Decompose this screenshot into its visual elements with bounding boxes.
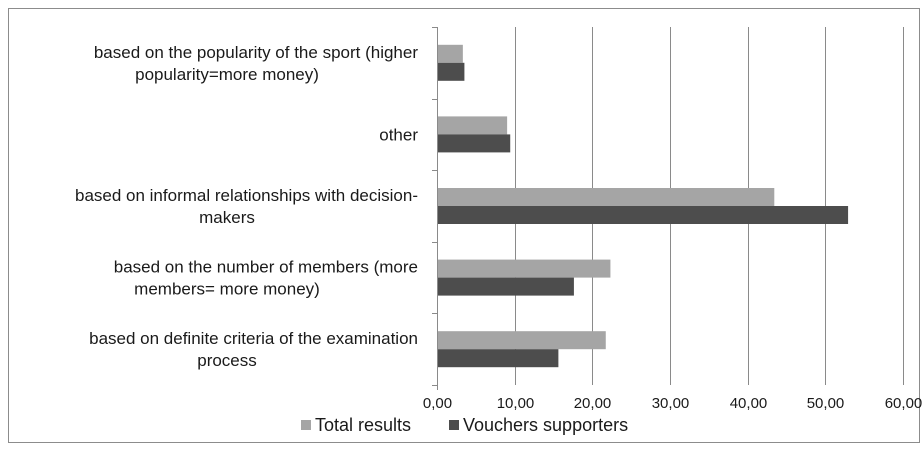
legend-swatch (301, 420, 311, 430)
category-label: based on informal relationships with dec… (75, 186, 418, 205)
x-tick-label: 0,00 (423, 395, 452, 412)
x-tick-label: 30,00 (652, 395, 690, 412)
category-label: other (379, 125, 418, 144)
category-labels: based on the popularity of the sport (hi… (75, 43, 418, 370)
chart-border (8, 8, 920, 443)
bar-vouchers-supporters (438, 349, 559, 368)
category-label: popularity=more money) (135, 65, 319, 84)
bar-vouchers-supporters (438, 277, 574, 296)
legend-label: Total results (315, 415, 411, 435)
x-tick-label: 20,00 (574, 395, 612, 412)
category-label: makers (199, 208, 255, 227)
bar-total-results (438, 331, 606, 350)
bars (438, 44, 849, 368)
category-label: based on the popularity of the sport (hi… (94, 43, 418, 62)
bar-vouchers-supporters (438, 134, 511, 153)
legend-label: Vouchers supporters (463, 415, 628, 435)
axes (432, 27, 438, 390)
category-label: based on definite criteria of the examin… (89, 329, 418, 348)
legend-swatch (449, 420, 459, 430)
x-tick-label: 60,00 (885, 395, 922, 412)
x-tick-labels: 0,00 10,00 20,00 30,00 40,00 50,00 60,00 (423, 395, 922, 412)
bar-total-results (438, 259, 611, 278)
x-tick-label: 40,00 (730, 395, 768, 412)
category-label: members= more money) (134, 280, 320, 299)
bar-vouchers-supporters (438, 62, 465, 81)
x-tick-label: 50,00 (807, 395, 845, 412)
bar-total-results (438, 116, 508, 135)
bar-vouchers-supporters (438, 206, 849, 224)
category-label: process (197, 351, 257, 370)
x-tick-label: 10,00 (497, 395, 535, 412)
category-label: based on the number of members (more (114, 258, 418, 277)
bar-total-results (438, 188, 775, 206)
legend: Total results Vouchers supporters (301, 415, 628, 435)
bar-total-results (438, 44, 463, 63)
